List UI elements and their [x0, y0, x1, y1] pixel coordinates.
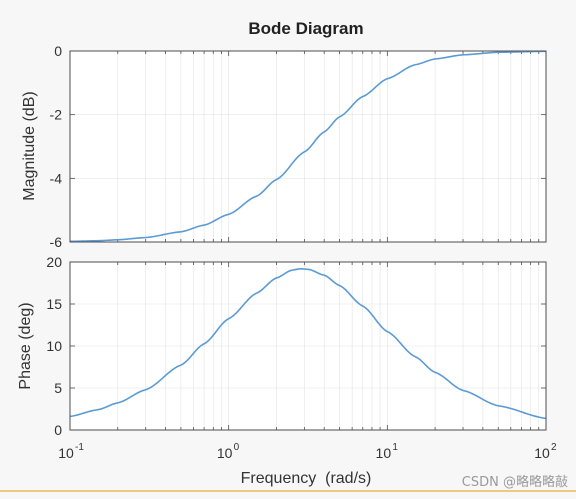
phase-ytick-label: 10 — [46, 338, 62, 354]
xtick-label-base: 10 — [58, 445, 74, 461]
phase-xtick-labels: 10 -1 10 0 10 1 10 2 — [58, 442, 557, 461]
frequency-xtick-label: 10 2 — [534, 442, 557, 461]
magnitude-ytick-label: 0 — [54, 43, 62, 59]
magnitude-axes-box — [69, 50, 547, 243]
xtick-label-exponent: 2 — [551, 442, 557, 453]
frequency-xtick-label: 10 0 — [217, 442, 240, 461]
phase-ylabel: Phase (deg) — [17, 302, 34, 389]
magnitude-ytick-label: -6 — [50, 234, 63, 250]
xtick-label-base: 10 — [217, 445, 233, 461]
bottom-accent-bar — [0, 490, 576, 492]
frequency-xtick-label: 10 -1 — [58, 442, 84, 461]
watermark-text: CSDN @略略略敲 — [462, 474, 568, 490]
frequency-xtick-label: 10 1 — [376, 442, 399, 461]
magnitude-curve — [69, 50, 547, 243]
frequency-xlabel: Frequency (rad/s) — [241, 470, 372, 487]
xtick-label-base: 10 — [534, 445, 550, 461]
magnitude-ylabel: Magnitude (dB) — [21, 91, 38, 200]
phase-ytick-label: 0 — [54, 422, 62, 438]
magnitude-ytick-labels: 0 -2 -4 -6 — [50, 43, 63, 250]
phase-ytick-label: 20 — [46, 254, 62, 270]
figure-title: Bode Diagram — [248, 19, 363, 38]
phase-ytick-label: 15 — [46, 296, 62, 312]
phase-axes-box — [69, 261, 547, 431]
xtick-label-exponent: 1 — [392, 442, 398, 453]
phase-ytick-labels: 0 5 10 15 20 — [46, 254, 62, 438]
phase-ytick-label: 5 — [54, 380, 62, 396]
magnitude-plot: 0 -2 -4 -6 Magnitude (dB) — [21, 43, 547, 250]
phase-curve — [69, 267, 547, 420]
magnitude-ytick-label: -4 — [50, 170, 63, 186]
magnitude-ytick-label: -2 — [50, 107, 63, 123]
xtick-label-exponent: 0 — [234, 442, 240, 453]
xtick-label-exponent: -1 — [75, 442, 84, 453]
xtick-label-base: 10 — [376, 445, 392, 461]
magnitude-plot-area — [70, 51, 546, 242]
